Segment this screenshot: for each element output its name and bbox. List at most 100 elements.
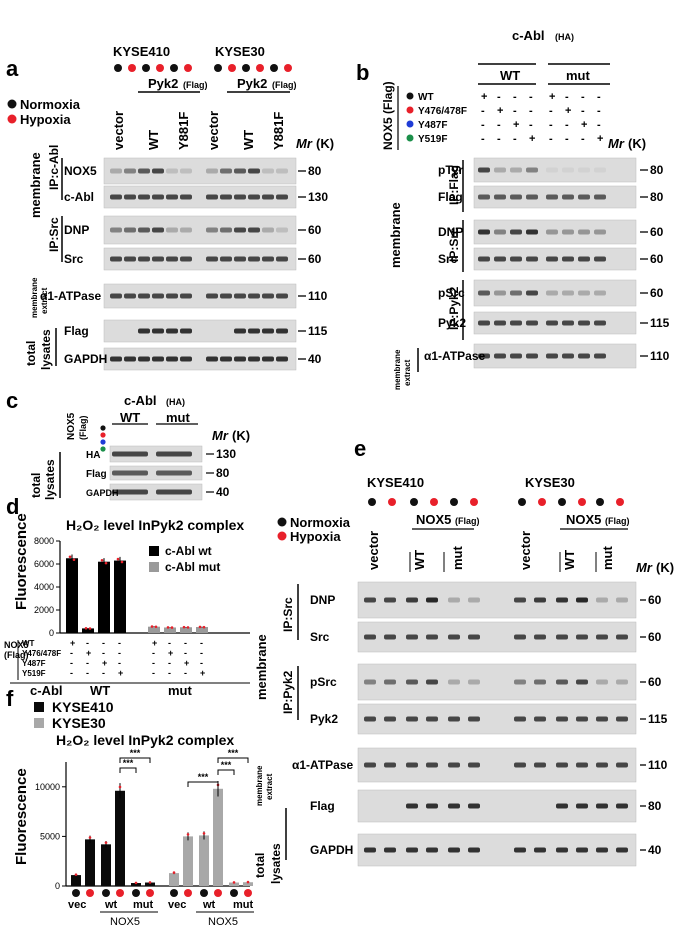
sign-mark: + xyxy=(102,658,107,668)
nox5-c: NOX5 xyxy=(66,412,77,440)
blot-b-band xyxy=(562,256,574,262)
x-group-label: vec xyxy=(168,899,186,911)
blot-e-band xyxy=(406,762,418,768)
data-point xyxy=(186,626,190,629)
blot-row-label: Src xyxy=(310,630,330,644)
sign-mark: - xyxy=(481,133,485,145)
blot-e-bg xyxy=(357,703,637,735)
blot-b-band xyxy=(546,167,558,173)
cabl-label-b: c-Abl xyxy=(512,28,545,43)
mem-extract-b1: membrane xyxy=(393,349,402,390)
oxygen-dot xyxy=(214,64,222,72)
blot-e-band xyxy=(384,762,396,768)
oxygen-dot xyxy=(156,64,164,72)
oxygen-dot xyxy=(116,889,124,897)
blot-a-band xyxy=(110,194,122,200)
legend-label: KYSE410 xyxy=(52,699,114,715)
sign-mark: - xyxy=(565,119,569,131)
blot-b-band xyxy=(494,229,506,235)
blot-e xyxy=(357,621,637,653)
blot-a-band xyxy=(276,194,288,200)
blot-b-band xyxy=(478,290,490,296)
y-tick-label: 2000 xyxy=(34,605,54,615)
blot-row-label: pTyr xyxy=(438,163,463,177)
blot-b-band xyxy=(478,194,490,200)
ha-label-c: (HA) xyxy=(166,397,185,407)
col-y881f-1: Y881F xyxy=(176,112,191,150)
blot-row-label: GAPDH xyxy=(64,352,107,366)
blot-e xyxy=(357,833,637,867)
blot-e-band xyxy=(556,634,568,640)
blot-e xyxy=(357,789,637,823)
blot-a-band xyxy=(234,293,246,299)
blot-e-band xyxy=(534,679,546,685)
blot-e-band xyxy=(576,597,588,603)
sign-mark: + xyxy=(70,638,75,648)
sign-mark: - xyxy=(529,91,533,103)
blot-b-band xyxy=(526,256,538,262)
mw-label: 60 xyxy=(650,252,664,266)
bar xyxy=(145,882,155,886)
blot-row-label: Flag xyxy=(310,799,335,813)
x-group-label: wt xyxy=(104,899,118,911)
ip-flag-label: IP:Flag xyxy=(447,165,461,205)
sign-mark: - xyxy=(118,638,121,648)
normoxia-dot-e xyxy=(277,517,287,527)
total-label: total xyxy=(24,341,38,366)
ip-src-label-b: IP:Src xyxy=(447,227,461,262)
col-vector-1: vector xyxy=(111,111,126,150)
oxygen-dot xyxy=(256,64,264,72)
blot-b-band xyxy=(594,290,606,296)
blot-c-band xyxy=(180,451,192,457)
blot-a-band xyxy=(206,293,218,299)
blot-c xyxy=(109,445,203,463)
blot-e-bg xyxy=(357,621,637,653)
blot-row-label: pSrc xyxy=(310,675,337,689)
blot-e-band xyxy=(576,803,588,809)
blot-e-band xyxy=(616,634,628,640)
hypoxia-legend: Hypoxia xyxy=(20,112,71,127)
data-point xyxy=(150,625,154,628)
data-point xyxy=(116,557,120,561)
oxygen-dot xyxy=(72,889,80,897)
blot-e-band xyxy=(596,716,608,722)
mw-label: 60 xyxy=(650,286,664,300)
oxygen-dots xyxy=(114,64,292,72)
blot-b-band xyxy=(578,194,590,200)
blot-a-band xyxy=(262,194,274,200)
blot-a-band xyxy=(124,293,136,299)
sign-mark: - xyxy=(581,133,585,145)
oxygen-dot xyxy=(142,64,150,72)
blot-b-band xyxy=(546,353,558,359)
sign-mark: - xyxy=(102,638,105,648)
blot-e-band xyxy=(616,597,628,603)
blot-b-band xyxy=(546,290,558,296)
col-wt-e2: WT xyxy=(562,550,577,570)
bar xyxy=(169,873,179,886)
chart-d-ylabel: Fluorescence xyxy=(13,513,30,610)
blot-b-band xyxy=(494,256,506,262)
data-point xyxy=(134,881,138,885)
bar xyxy=(213,788,223,886)
data-point xyxy=(72,558,76,562)
blot-e-band xyxy=(364,847,376,853)
blot-c xyxy=(109,465,203,481)
blot-b xyxy=(473,219,637,245)
blot-b xyxy=(473,185,637,209)
blot-row-label: DNP xyxy=(438,225,463,239)
sign-mark: - xyxy=(549,105,553,117)
blot-a-band xyxy=(206,356,218,362)
blot-a-band xyxy=(262,227,274,233)
blot-a xyxy=(103,185,297,209)
sign-mark: + xyxy=(565,105,571,117)
sign-mark: - xyxy=(200,658,203,668)
mutant-dot xyxy=(406,92,414,100)
lysates-e: lysates xyxy=(269,843,283,884)
blot-e-band xyxy=(468,716,480,722)
blot-a-band xyxy=(180,293,192,299)
oxygen-dot xyxy=(578,498,586,506)
blot-e xyxy=(357,703,637,735)
blot-a-band xyxy=(206,168,218,174)
sign-mark: - xyxy=(497,119,501,131)
